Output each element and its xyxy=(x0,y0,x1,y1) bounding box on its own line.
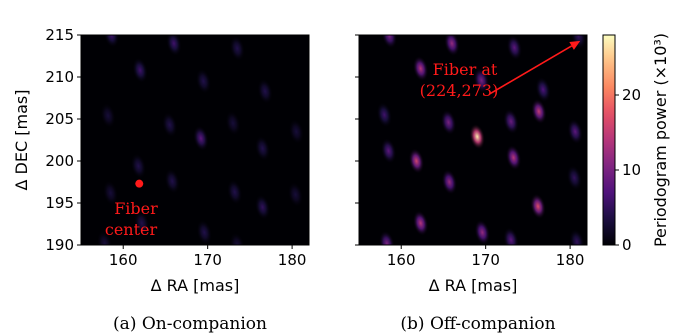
fiber-at-label-line2: (224,273) xyxy=(420,81,499,100)
y-tick-label: 195 xyxy=(45,194,74,212)
periodogram-peak xyxy=(229,35,246,62)
x-tick-label: 160 xyxy=(109,251,138,269)
periodogram-peak xyxy=(469,123,486,150)
colorbar-ticks: 0 10 20 xyxy=(615,86,641,254)
periodogram-peak xyxy=(531,98,547,125)
periodogram-peak xyxy=(440,109,457,136)
periodogram-peak xyxy=(193,125,209,152)
periodogram-peak xyxy=(569,228,585,245)
periodogram-peak xyxy=(379,230,395,245)
periodogram-peak xyxy=(444,35,460,57)
periodogram-peak xyxy=(412,210,429,236)
periodogram-peak xyxy=(288,118,305,145)
x-tick-label: 170 xyxy=(193,251,222,269)
y-tick-label: 190 xyxy=(45,236,74,254)
periodogram-peak xyxy=(130,153,147,179)
panel-a-x-ticks: 160 170 180 xyxy=(109,245,307,269)
x-tick-label: 180 xyxy=(278,251,307,269)
periodogram-peak xyxy=(254,194,271,221)
panel-a: 160 170 180 190 195 200 205 210 215 Fiber cente… xyxy=(12,26,310,334)
fiber-at-label-line1: Fiber at xyxy=(433,60,498,79)
panel-a-caption: (a) On-companion xyxy=(113,314,267,334)
periodogram-peak xyxy=(473,67,490,94)
periodogram-peak xyxy=(505,144,522,171)
periodogram-peak xyxy=(287,181,304,208)
periodogram-peak xyxy=(408,148,425,174)
fiber-center-marker xyxy=(135,179,144,188)
periodogram-peak xyxy=(166,35,182,57)
periodogram-peak xyxy=(195,68,212,95)
periodogram-peak xyxy=(535,76,551,103)
panel-a-frame xyxy=(80,34,310,246)
panel-b-y-ticks xyxy=(355,34,359,246)
periodogram-peak xyxy=(503,108,519,135)
periodogram-peak xyxy=(102,180,119,206)
periodogram-peak xyxy=(226,179,243,205)
colorbar: 0 10 20 Periodogram power (×10³) xyxy=(602,33,670,254)
fiber-direction-arrow xyxy=(489,45,573,95)
y-tick-label: 200 xyxy=(45,152,74,170)
colorbar-gradient xyxy=(602,34,616,246)
fiber-center-label-line1: Fiber xyxy=(114,199,158,218)
periodogram-peak xyxy=(506,35,523,61)
periodogram-peak xyxy=(161,112,178,138)
panel-b-peaks xyxy=(376,35,587,245)
fiber-center-label-line2: center xyxy=(105,220,158,239)
periodogram-peak xyxy=(133,210,150,236)
periodogram-peak xyxy=(567,118,583,145)
periodogram-peak xyxy=(225,110,241,137)
panel-b-x-ticks: 160 170 180 xyxy=(387,245,585,269)
periodogram-peak xyxy=(100,102,116,129)
x-tick-label: 170 xyxy=(471,251,500,269)
colorbar-tick-label: 0 xyxy=(622,236,632,254)
panel-a-x-axis-label: Δ RA [mas] xyxy=(151,276,240,295)
periodogram-peak xyxy=(254,135,271,162)
y-tick-label: 210 xyxy=(45,68,74,86)
periodogram-peak xyxy=(229,232,246,245)
y-tick-label: 205 xyxy=(45,110,74,128)
periodogram-peak xyxy=(412,55,429,82)
panel-b-frame xyxy=(358,34,588,246)
panel-a-y-ticks: 190 195 200 205 210 215 xyxy=(45,26,81,254)
periodogram-peak xyxy=(257,78,273,105)
colorbar-label: Periodogram power (×10³) xyxy=(651,33,670,247)
panel-a-y-axis-label: Δ DEC [mas] xyxy=(12,90,31,191)
colorbar-tick-label: 10 xyxy=(622,161,641,179)
periodogram-peak xyxy=(380,138,397,164)
periodogram-peak xyxy=(103,35,120,48)
y-tick-label: 215 xyxy=(45,26,74,44)
panel-b: 160 170 180 Fiber at (224,273) Δ RA [mas] … xyxy=(355,34,588,334)
x-tick-label: 180 xyxy=(556,251,585,269)
periodogram-peak xyxy=(196,219,213,245)
fiber-direction-arrowhead xyxy=(569,40,581,50)
panel-b-x-axis-label: Δ RA [mas] xyxy=(429,276,518,295)
periodogram-peak xyxy=(441,169,458,195)
periodogram-peak xyxy=(132,57,148,84)
periodogram-peak xyxy=(474,219,491,245)
periodogram-peak xyxy=(503,227,519,245)
periodogram-peak xyxy=(566,164,583,191)
panel-a-peaks xyxy=(96,35,305,245)
periodogram-peak xyxy=(96,230,113,245)
periodogram-peak xyxy=(381,35,398,49)
panel-b-caption: (b) Off-companion xyxy=(400,314,555,334)
periodogram-peak xyxy=(376,101,393,128)
colorbar-tick-label: 20 xyxy=(622,86,641,104)
periodogram-peak xyxy=(530,193,546,220)
periodogram-peak xyxy=(164,168,181,194)
x-tick-label: 160 xyxy=(387,251,416,269)
